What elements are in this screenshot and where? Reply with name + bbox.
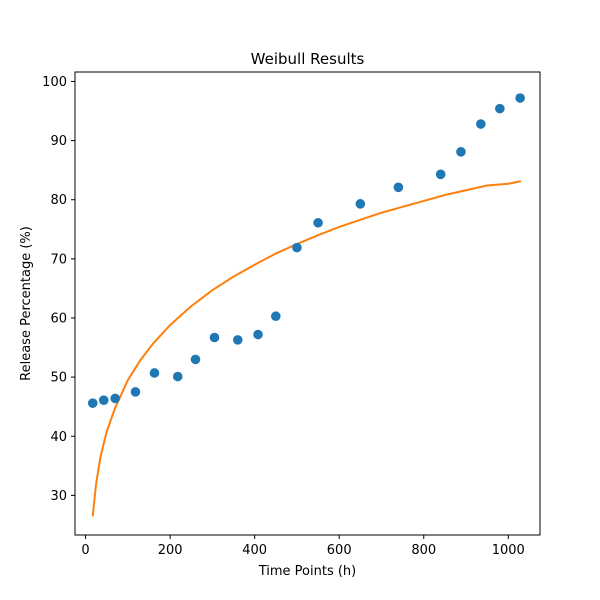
x-tick-label: 400: [242, 543, 267, 558]
y-tick-label: 90: [50, 134, 67, 149]
data-point: [98, 395, 109, 405]
data-point: [232, 335, 243, 345]
data-point: [209, 332, 220, 343]
y-tick-label: 50: [50, 371, 67, 386]
plot-frame: [74, 71, 541, 536]
data-point: [149, 368, 160, 378]
data-point: [292, 242, 302, 253]
plot-marks: [87, 93, 525, 517]
y-tick-label: 40: [50, 430, 67, 445]
y-tick-label: 80: [50, 193, 67, 208]
data-point: [110, 393, 120, 404]
y-axis-label: Release Percentage (%): [19, 226, 34, 381]
data-point: [172, 371, 183, 382]
x-tick-label: 0: [81, 543, 89, 558]
y-tick-label: 100: [42, 75, 67, 90]
data-point: [393, 182, 404, 193]
x-axis-label: Time Points (h): [258, 564, 357, 579]
x-tick-label: 800: [411, 543, 436, 558]
y-tick-label: 60: [50, 311, 67, 326]
data-point: [253, 329, 263, 340]
fit-curve-line: [91, 180, 522, 517]
data-point: [130, 387, 141, 397]
data-point: [476, 119, 486, 129]
x-tick-label: 200: [158, 543, 183, 558]
data-point: [495, 103, 505, 114]
x-tick-label: 600: [327, 543, 352, 558]
chart-title: Weibull Results: [251, 50, 365, 68]
y-tick-label: 30: [50, 489, 67, 504]
axis-ticks: 0 200 400 600 800 1000 30 40 50 60 70 80 90 100: [42, 75, 525, 558]
y-tick-label: 70: [50, 252, 67, 267]
data-point: [435, 169, 446, 180]
data-point: [355, 199, 366, 209]
data-point: [313, 217, 323, 228]
x-tick-label: 1000: [492, 543, 525, 558]
data-point: [271, 311, 281, 322]
data-point: [87, 398, 98, 408]
data-point: [456, 147, 466, 157]
data-point: [515, 93, 525, 103]
data-point: [190, 354, 201, 365]
